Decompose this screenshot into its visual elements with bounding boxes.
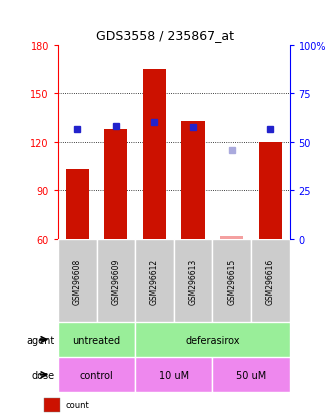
Bar — [259, 142, 282, 240]
Text: agent: agent — [26, 335, 55, 345]
Bar — [58, 240, 97, 322]
Bar — [143, 70, 166, 240]
Bar — [135, 322, 290, 357]
Text: GSM296613: GSM296613 — [189, 258, 198, 304]
Text: deferasirox: deferasirox — [185, 335, 240, 345]
Text: untreated: untreated — [72, 335, 120, 345]
Text: GSM296612: GSM296612 — [150, 258, 159, 304]
Bar — [104, 130, 127, 240]
Bar — [135, 357, 213, 392]
Text: GSM296608: GSM296608 — [73, 258, 82, 304]
Text: GSM296615: GSM296615 — [227, 258, 236, 304]
Bar — [58, 322, 135, 357]
Bar — [174, 240, 213, 322]
Bar — [220, 236, 243, 240]
Bar — [44, 398, 60, 412]
Bar — [58, 357, 135, 392]
Bar — [135, 240, 174, 322]
Bar — [181, 121, 205, 240]
Bar — [213, 240, 251, 322]
Bar — [66, 170, 89, 240]
Text: GDS3558 / 235867_at: GDS3558 / 235867_at — [97, 28, 234, 42]
Text: 10 uM: 10 uM — [159, 370, 189, 380]
Text: GSM296609: GSM296609 — [111, 258, 120, 304]
Bar — [213, 357, 290, 392]
Text: count: count — [65, 401, 89, 409]
Text: 50 uM: 50 uM — [236, 370, 266, 380]
Bar — [97, 240, 135, 322]
Bar — [251, 240, 290, 322]
Text: control: control — [80, 370, 114, 380]
Text: GSM296616: GSM296616 — [266, 258, 275, 304]
Text: dose: dose — [31, 370, 55, 380]
